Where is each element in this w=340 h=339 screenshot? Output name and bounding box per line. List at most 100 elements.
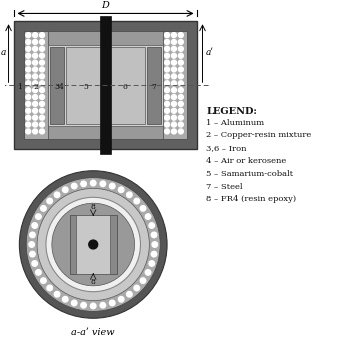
Text: 7 – Steel: 7 – Steel [206, 183, 243, 191]
Circle shape [165, 46, 170, 51]
Circle shape [171, 60, 176, 65]
Circle shape [151, 251, 157, 257]
Circle shape [171, 108, 176, 113]
Text: aʹ: aʹ [205, 48, 213, 57]
Circle shape [178, 122, 183, 127]
Bar [163, 31, 187, 139]
Text: 6: 6 [122, 83, 127, 91]
Circle shape [171, 95, 176, 99]
Circle shape [151, 232, 157, 238]
Circle shape [39, 81, 45, 86]
Circle shape [171, 40, 176, 44]
Circle shape [39, 108, 45, 113]
Circle shape [26, 60, 31, 65]
Circle shape [81, 181, 86, 186]
Circle shape [26, 33, 31, 38]
Circle shape [26, 81, 31, 86]
Circle shape [39, 101, 45, 106]
Circle shape [178, 33, 183, 38]
Circle shape [39, 60, 45, 65]
Circle shape [29, 242, 34, 247]
Circle shape [39, 33, 45, 38]
Bar [76, 215, 110, 274]
Bar [24, 31, 48, 139]
Circle shape [71, 183, 77, 189]
Circle shape [39, 129, 45, 134]
Circle shape [165, 129, 170, 134]
Bar [24, 31, 187, 139]
Text: 4 – Air or kerosene: 4 – Air or kerosene [206, 157, 287, 165]
Circle shape [39, 67, 45, 72]
Circle shape [118, 297, 124, 302]
Circle shape [165, 101, 170, 106]
Text: 2: 2 [34, 83, 38, 91]
Circle shape [165, 53, 170, 58]
Text: 5: 5 [83, 83, 88, 91]
Circle shape [33, 67, 38, 72]
Circle shape [165, 74, 170, 79]
Circle shape [165, 115, 170, 120]
Circle shape [71, 300, 77, 306]
Circle shape [100, 302, 106, 308]
Circle shape [39, 115, 45, 120]
Bar [147, 47, 161, 124]
Circle shape [26, 67, 31, 72]
Circle shape [90, 303, 96, 309]
Circle shape [178, 46, 183, 51]
Bar [100, 16, 111, 154]
Circle shape [33, 129, 38, 134]
Circle shape [171, 115, 176, 120]
Text: 8: 8 [91, 203, 96, 211]
Bar [66, 47, 146, 124]
Circle shape [33, 88, 38, 93]
Circle shape [126, 192, 132, 198]
Circle shape [171, 88, 176, 93]
Circle shape [178, 129, 183, 134]
Circle shape [165, 81, 170, 86]
Circle shape [33, 108, 38, 113]
Circle shape [36, 214, 41, 219]
Circle shape [165, 60, 170, 65]
Circle shape [178, 101, 183, 106]
Circle shape [39, 88, 45, 93]
Text: 2 – Copper-resin mixture: 2 – Copper-resin mixture [206, 132, 312, 139]
Circle shape [33, 33, 38, 38]
Circle shape [165, 88, 170, 93]
Circle shape [178, 88, 183, 93]
Circle shape [171, 122, 176, 127]
Circle shape [178, 60, 183, 65]
Circle shape [47, 285, 52, 291]
Text: a: a [0, 48, 5, 57]
Circle shape [165, 95, 170, 99]
Text: 1 – Aluminum: 1 – Aluminum [206, 119, 265, 127]
Text: 8 – FR4 (resin epoxy): 8 – FR4 (resin epoxy) [206, 195, 296, 203]
Circle shape [81, 302, 86, 308]
Circle shape [36, 270, 41, 275]
Circle shape [33, 74, 38, 79]
Circle shape [145, 214, 151, 219]
Circle shape [109, 183, 115, 189]
Circle shape [26, 88, 31, 93]
Circle shape [89, 240, 98, 249]
Text: 3: 3 [54, 83, 59, 91]
Circle shape [140, 206, 146, 211]
Circle shape [33, 40, 38, 44]
Circle shape [171, 129, 176, 134]
Circle shape [100, 181, 106, 186]
Text: 4: 4 [59, 83, 64, 91]
Circle shape [178, 108, 183, 113]
Circle shape [63, 297, 68, 302]
Text: 3,6 – Iron: 3,6 – Iron [206, 144, 247, 152]
Circle shape [41, 206, 46, 211]
Circle shape [26, 115, 31, 120]
Circle shape [178, 95, 183, 99]
Text: 7: 7 [152, 83, 157, 91]
Circle shape [165, 108, 170, 113]
Circle shape [33, 101, 38, 106]
Circle shape [178, 53, 183, 58]
Circle shape [26, 129, 31, 134]
Bar [14, 21, 197, 149]
Bar [70, 215, 117, 274]
Circle shape [171, 46, 176, 51]
Circle shape [134, 285, 139, 291]
